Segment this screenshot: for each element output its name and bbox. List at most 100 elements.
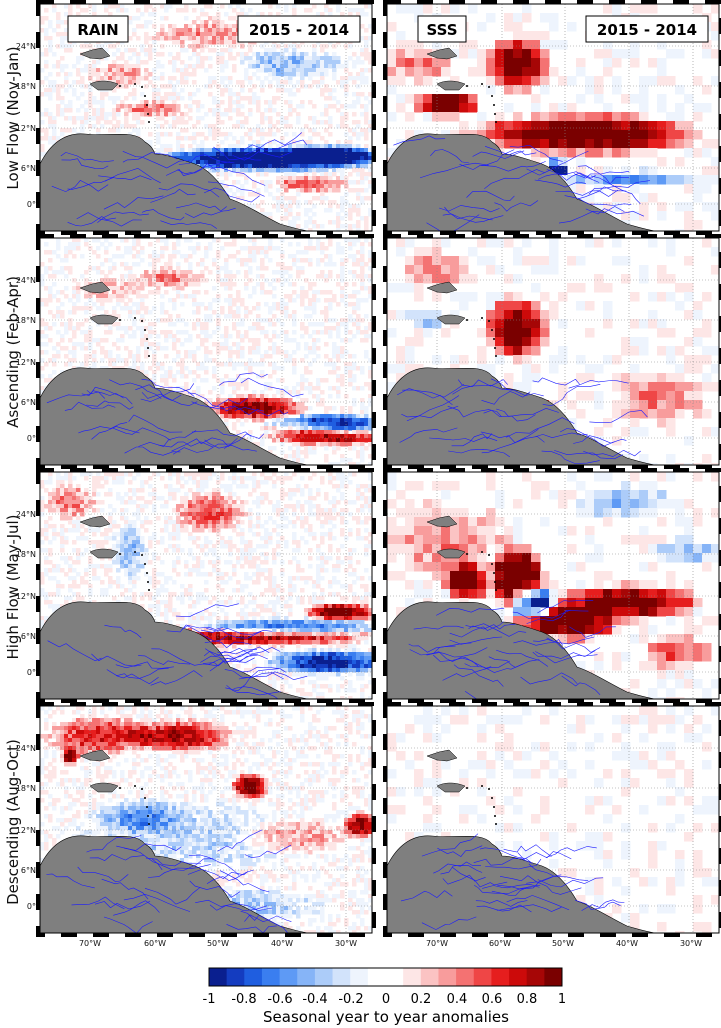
colorbar-swatch: [261, 968, 280, 986]
river-network: [46, 372, 304, 456]
colorbar-swatch: [385, 968, 404, 986]
river-network: [397, 377, 648, 464]
colorbar-swatch: [314, 968, 333, 986]
lon-label: 30°W: [335, 939, 357, 948]
sss-title: SSS: [426, 21, 457, 39]
row-label-low-flow: Low Flow (Nov-Jan): [4, 46, 22, 189]
colorbar-tick: 1: [558, 992, 566, 1007]
rain-period-box: 2015 - 2014: [237, 15, 361, 43]
rain-title: RAIN: [77, 21, 118, 39]
lon-label: 60°W: [144, 939, 166, 948]
sss-period-box: 2015 - 2014: [585, 15, 709, 43]
lat-label: 0°: [27, 668, 36, 677]
colorbar: [208, 967, 563, 987]
row-label-ascending: Ascending (Feb-Apr): [4, 276, 22, 428]
lon-label: 60°W: [489, 939, 511, 948]
colorbar-swatch: [473, 968, 492, 986]
rain-period: 2015 - 2014: [249, 21, 349, 39]
colorbar-tick: -0.6: [267, 992, 292, 1007]
sss-period: 2015 - 2014: [597, 21, 697, 39]
sss-map-panel-row-3: [383, 702, 721, 937]
colorbar-tick: -0.4: [302, 992, 327, 1007]
lon-label: 70°W: [79, 939, 101, 948]
colorbar-tick: -1: [203, 992, 216, 1007]
colorbar-tick: 0.2: [411, 992, 432, 1007]
river-network: [393, 135, 650, 231]
lat-label: 24°N: [16, 510, 36, 519]
colorbar-tick: -0.8: [231, 992, 256, 1007]
colorbar-swatch: [420, 968, 439, 986]
colorbar-swatch: [297, 968, 316, 986]
sss-map-panel-row-2: [383, 468, 721, 703]
rain-map-panel-row-3: 24°N 18°N 12°N 6°N 0°: [16, 702, 376, 937]
lat-label: 6°N: [21, 866, 36, 875]
lat-label: 6°N: [21, 632, 36, 641]
colorbar-swatch: [367, 968, 386, 986]
river-network: [408, 599, 616, 699]
lat-label: 0°: [27, 434, 36, 443]
sss-map-panel-row-1: [383, 234, 721, 469]
colorbar-swatch: [279, 968, 298, 986]
anomaly-field: [387, 472, 719, 699]
colorbar-swatch: [244, 968, 263, 986]
colorbar-swatch: [526, 968, 545, 986]
lat-label: 24°N: [16, 744, 36, 753]
lon-label: 40°W: [271, 939, 293, 948]
land-mass: [387, 281, 656, 465]
lat-label: 12°N: [16, 592, 36, 601]
lat-label: 6°N: [21, 398, 36, 407]
colorbar-ticks: -1 -0.8 -0.6 -0.4 -0.2 0 0.2 0.4 0.6 0.8…: [203, 992, 567, 1007]
colorbar-tick: 0: [382, 992, 390, 1007]
colorbar-swatch: [226, 968, 245, 986]
lat-label: 18°N: [16, 316, 36, 325]
row-label-descending: Descending (Aug-Oct): [4, 739, 22, 905]
lon-labels-right: 70°W 60°W 50°W 40°W 30°W: [426, 939, 702, 948]
lat-label: 18°N: [16, 82, 36, 91]
map-panels: 24°N 18°N 12°N 6°N 0° 24°N 18°N 12°N 6°N 0° 24°N 18…: [16, 0, 721, 937]
river-network: [47, 603, 308, 699]
lon-label: 50°W: [552, 939, 574, 948]
lon-label: 40°W: [616, 939, 638, 948]
colorbar-swatch: [209, 968, 228, 986]
lon-label: 70°W: [426, 939, 448, 948]
land-mass: [40, 749, 309, 933]
rain-map-panel-row-2: 24°N 18°N 12°N 6°N 0°: [16, 468, 376, 703]
lat-label: 24°N: [16, 42, 36, 51]
river-network: [46, 829, 292, 933]
lon-labels-left: 70°W 60°W 50°W 40°W 30°W: [79, 939, 357, 948]
colorbar-swatch: [332, 968, 351, 986]
colorbar-tick: 0.4: [447, 992, 468, 1007]
colorbar-swatch: [544, 968, 563, 986]
lon-label: 30°W: [680, 939, 702, 948]
land-mass: [387, 749, 656, 933]
colorbar-tick: -0.2: [338, 992, 363, 1007]
land-mass: [387, 47, 656, 231]
lat-label: 18°N: [16, 550, 36, 559]
rain-map-panel-row-1: 24°N 18°N 12°N 6°N 0°: [16, 234, 376, 469]
colorbar-tick: 0.6: [482, 992, 503, 1007]
lat-label: 12°N: [16, 124, 36, 133]
colorbar-swatch: [403, 968, 422, 986]
lat-label: 0°: [27, 902, 36, 911]
colorbar-swatch: [350, 968, 369, 986]
lon-label: 50°W: [207, 939, 229, 948]
river-network: [400, 833, 625, 930]
row-label-high-flow: High Flow (May-Jul): [4, 514, 22, 659]
colorbar-label: Seasonal year to year anomalies: [263, 1008, 509, 1026]
rain-title-box: RAIN: [67, 15, 129, 43]
river-network: [51, 132, 308, 229]
colorbar-tick: 0.8: [517, 992, 538, 1007]
lat-label: 6°N: [21, 164, 36, 173]
colorbar-swatch: [456, 968, 475, 986]
colorbar-swatch: [509, 968, 528, 986]
lat-label: 0°: [27, 200, 36, 209]
colorbar-swatch: [438, 968, 457, 986]
sss-title-box: SSS: [417, 15, 467, 43]
colorbar-swatch: [491, 968, 510, 986]
lat-label: 12°N: [16, 826, 36, 835]
lat-label: 24°N: [16, 276, 36, 285]
lat-label: 18°N: [16, 784, 36, 793]
land-mass: [40, 47, 309, 231]
lat-label: 12°N: [16, 358, 36, 367]
